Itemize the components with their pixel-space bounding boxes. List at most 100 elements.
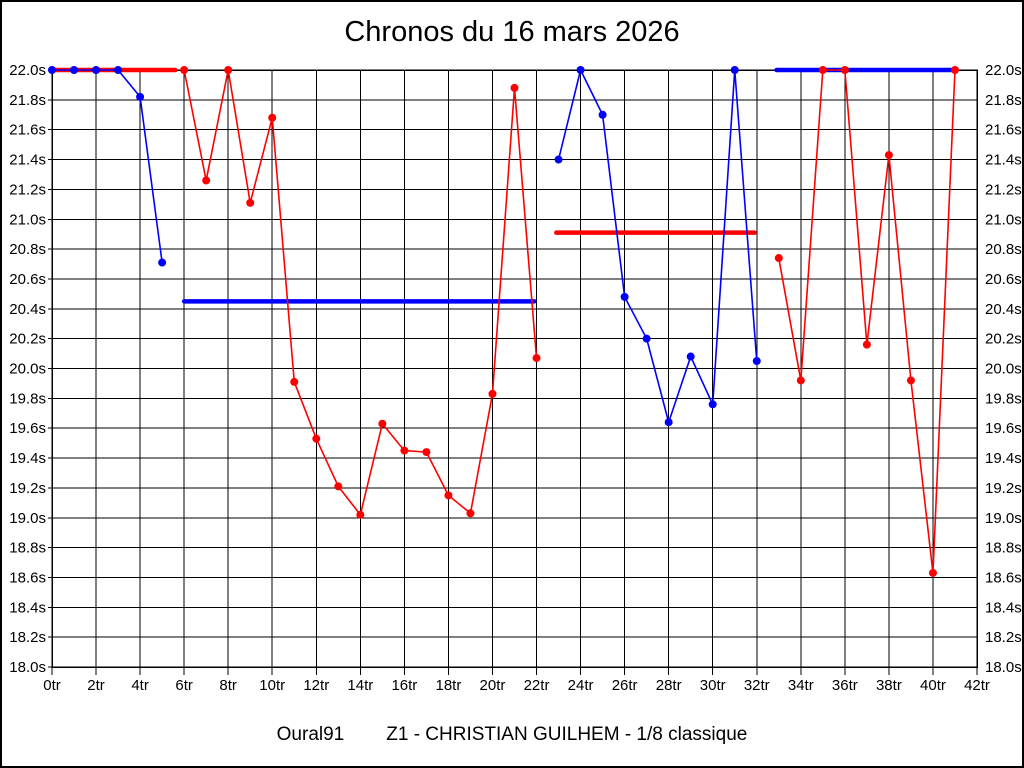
x-tick-label: 34tr bbox=[788, 677, 814, 694]
x-tick-label: 38tr bbox=[876, 677, 902, 694]
y-tick-label-right: 21.6s bbox=[985, 122, 1022, 139]
blue-series-data-point-marker bbox=[158, 258, 167, 267]
red-series-data-point-marker bbox=[862, 340, 871, 349]
blue-series-data-point-marker bbox=[752, 357, 761, 366]
y-tick-label-left: 19.6s bbox=[9, 420, 46, 437]
blue-series-data-point-marker bbox=[620, 292, 629, 301]
y-tick-label-left: 19.0s bbox=[9, 510, 46, 527]
x-tick-label: 4tr bbox=[131, 677, 149, 694]
page-title: Chronos du 16 mars 2026 bbox=[344, 16, 680, 48]
grid bbox=[48, 69, 978, 675]
red-series-data-point-marker bbox=[202, 176, 211, 185]
y-tick-label-right: 18.4s bbox=[985, 599, 1022, 616]
red-series-data-point-marker bbox=[906, 376, 915, 385]
red-series-data-point-marker bbox=[378, 419, 387, 428]
red-series-data-point-marker bbox=[774, 254, 783, 263]
red-series-data-point-marker bbox=[422, 448, 431, 457]
x-tick-label: 12tr bbox=[303, 677, 329, 694]
x-tick-label: 40tr bbox=[920, 677, 946, 694]
y-tick-label-right: 20.0s bbox=[985, 361, 1022, 378]
y-tick-label-right: 19.0s bbox=[985, 510, 1022, 527]
y-tick-label-right: 21.0s bbox=[985, 211, 1022, 228]
red-series-data-point-marker bbox=[246, 198, 255, 207]
y-tick-label-left: 18.8s bbox=[9, 540, 46, 557]
blue-series-line bbox=[52, 69, 163, 263]
red-series-data-point-marker bbox=[334, 482, 343, 491]
y-tick-label-left: 21.2s bbox=[9, 181, 46, 198]
y-tick-label-right: 18.0s bbox=[985, 659, 1022, 676]
red-series-data-point-marker bbox=[268, 113, 277, 122]
red-series-line bbox=[777, 69, 956, 574]
y-tick-label-right: 19.8s bbox=[985, 390, 1022, 407]
y-tick-label-left: 20.8s bbox=[9, 241, 46, 258]
y-tick-label-right: 20.8s bbox=[985, 241, 1022, 258]
y-tick-label-left: 19.4s bbox=[9, 450, 46, 467]
x-tick-label: 26tr bbox=[612, 677, 638, 694]
x-tick-label: 6tr bbox=[175, 677, 193, 694]
red-series-data-point-marker bbox=[950, 66, 959, 74]
red-series-data-point-marker bbox=[488, 389, 497, 398]
blue-series-data-point-marker bbox=[686, 352, 695, 361]
y-tick-label-left: 19.2s bbox=[9, 480, 46, 497]
y-tick-label-right: 21.8s bbox=[985, 92, 1022, 109]
y-tick-label-left: 21.0s bbox=[9, 211, 46, 228]
y-tick-label-left: 20.6s bbox=[9, 271, 46, 288]
blue-series-data-point-marker bbox=[554, 155, 563, 164]
x-tick-label: 32tr bbox=[744, 677, 770, 694]
red-series-data-point-marker bbox=[532, 354, 541, 363]
x-tick-label: 16tr bbox=[391, 677, 417, 694]
y-tick-label-right: 19.2s bbox=[985, 480, 1022, 497]
blue-series-data-point-marker bbox=[642, 334, 651, 343]
y-tick-label-left: 20.2s bbox=[9, 331, 46, 348]
blue-series-data-point-marker bbox=[598, 110, 607, 119]
y-tick-label-right: 18.6s bbox=[985, 569, 1022, 586]
y-tick-label-left: 18.6s bbox=[9, 569, 46, 586]
x-tick-label: 28tr bbox=[656, 677, 682, 694]
red-series-data-point-marker bbox=[884, 151, 893, 160]
y-tick-label-left: 18.2s bbox=[9, 629, 46, 646]
x-tick-label: 8tr bbox=[219, 677, 237, 694]
red-series-data-point-marker bbox=[180, 66, 189, 74]
y-tick-label-right: 21.2s bbox=[985, 181, 1022, 198]
red-series-data-point-marker bbox=[510, 83, 519, 92]
blue-series-data-point-marker bbox=[664, 418, 673, 427]
blue-series-data-point-marker bbox=[136, 92, 145, 101]
y-tick-label-left: 18.0s bbox=[9, 659, 46, 676]
y-tick-label-left: 21.4s bbox=[9, 152, 46, 169]
y-tick-label-right: 20.2s bbox=[985, 331, 1022, 348]
x-tick-label: 24tr bbox=[568, 677, 594, 694]
blue-series-line bbox=[557, 67, 758, 426]
blue-series-data-point-marker bbox=[92, 66, 101, 74]
red-series-data-point-marker bbox=[928, 568, 937, 577]
y-tick-label-left: 21.8s bbox=[9, 92, 46, 109]
x-tick-label: 30tr bbox=[700, 677, 726, 694]
red-series-data-point-marker bbox=[444, 491, 453, 500]
y-tick-label-left: 20.0s bbox=[9, 361, 46, 378]
x-tick-label: 10tr bbox=[259, 677, 285, 694]
y-tick-label-left: 19.8s bbox=[9, 390, 46, 407]
blue-series-data-point-marker bbox=[576, 66, 585, 74]
red-series-data-point-marker bbox=[312, 434, 321, 443]
x-tick-label: 36tr bbox=[832, 677, 858, 694]
x-tick-label: 42tr bbox=[964, 677, 990, 694]
y-tick-label-right: 19.4s bbox=[985, 450, 1022, 467]
y-tick-label-right: 18.2s bbox=[985, 629, 1022, 646]
y-tick-label-left: 20.4s bbox=[9, 301, 46, 318]
y-tick-label-left: 22.0s bbox=[9, 62, 46, 79]
x-tick-label: 14tr bbox=[347, 677, 373, 694]
red-series-data-point-marker bbox=[466, 509, 475, 518]
red-series-data-point-marker bbox=[818, 66, 827, 74]
footer-club-name: Oural91 bbox=[276, 724, 345, 745]
blue-series-data-point-marker bbox=[708, 400, 717, 409]
x-tick-label: 22tr bbox=[524, 677, 550, 694]
x-tick-label: 20tr bbox=[480, 677, 506, 694]
y-tick-label-right: 18.8s bbox=[985, 540, 1022, 557]
blue-series-data-point-marker bbox=[730, 66, 739, 74]
blue-series-data-point-marker bbox=[48, 66, 56, 74]
red-series-data-point-marker bbox=[224, 66, 233, 74]
blue-series-data-point-marker bbox=[114, 66, 123, 74]
y-tick-label-right: 20.4s bbox=[985, 301, 1022, 318]
x-tick-label: 18tr bbox=[435, 677, 461, 694]
